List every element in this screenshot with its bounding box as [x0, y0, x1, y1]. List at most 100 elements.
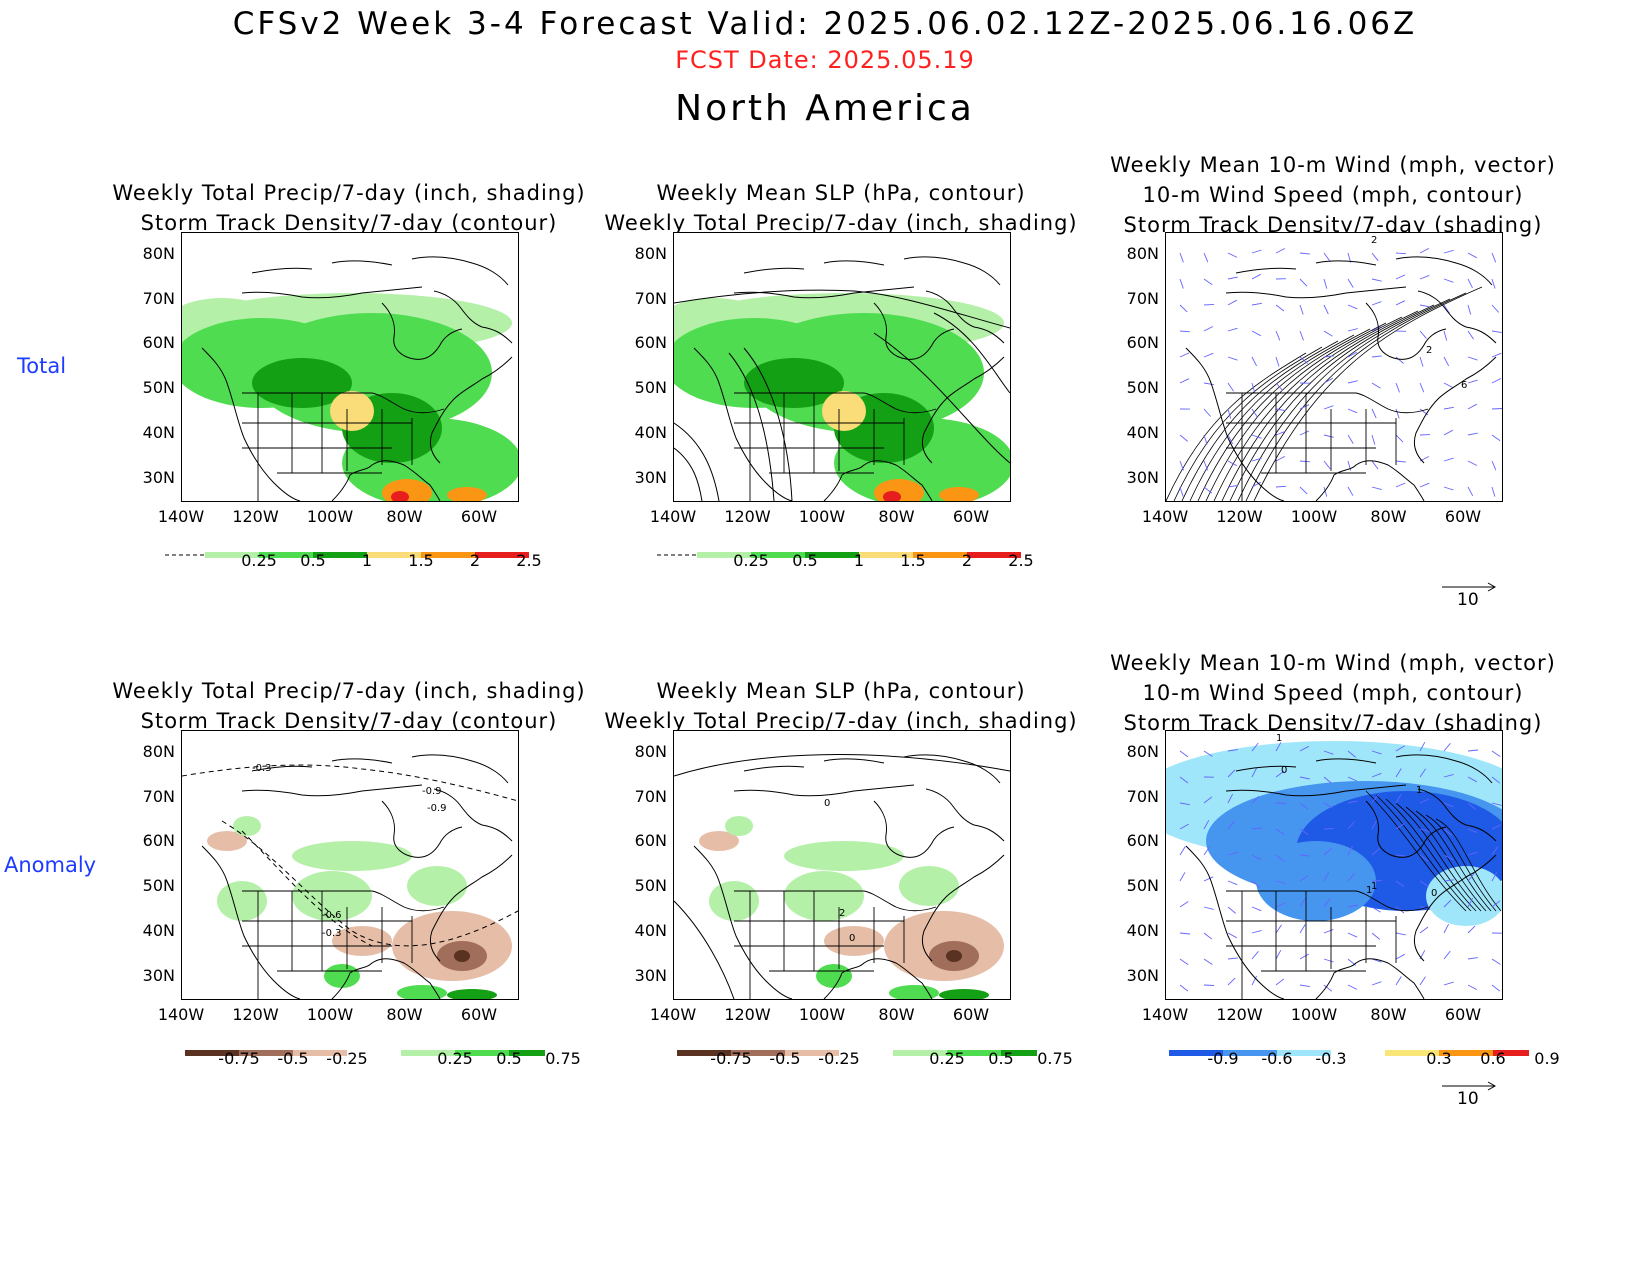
wind-vector — [1443, 950, 1451, 960]
colorbar-label: 0.5 — [496, 1049, 522, 1068]
colorbar-swatch — [751, 552, 805, 558]
wind-vector — [1275, 356, 1280, 367]
state-border — [734, 920, 904, 972]
coastline — [433, 788, 513, 842]
wind-vector — [1275, 485, 1287, 488]
colorbar-swatch — [401, 1050, 455, 1056]
wind-vector — [1419, 768, 1427, 778]
state-border — [1365, 907, 1397, 963]
wind-vector — [1203, 326, 1214, 332]
wind-vector — [1323, 434, 1334, 438]
colorbar-swatch — [1331, 1050, 1385, 1056]
wind-contour — [1395, 802, 1482, 912]
colorbar-swatch — [697, 552, 751, 558]
wind-vector — [1299, 330, 1304, 341]
state-border — [734, 890, 937, 912]
colorbar-swatch — [205, 552, 259, 558]
wind-vector — [1419, 304, 1430, 308]
wind-vector — [1227, 408, 1232, 419]
precip-anom-shade — [899, 866, 959, 906]
colorbar-label: 0.25 — [437, 1049, 473, 1068]
wind-vector — [1443, 249, 1454, 254]
map-canvas: -0.3 -0.9 -0.9 -0.6 -0.3 — [182, 754, 518, 999]
lat-tick-label: 30N — [142, 965, 175, 985]
wind-vector — [1395, 274, 1406, 280]
colorbar-label: 0.5 — [792, 551, 818, 570]
lon-tick-label: 120W — [1216, 1005, 1263, 1024]
wind-vector — [1443, 486, 1454, 491]
vector-reference-label: 10 — [1457, 590, 1479, 610]
wind-vector — [1227, 327, 1238, 332]
wind-vector — [1371, 408, 1377, 419]
coastline — [823, 958, 933, 999]
wind-vector — [1275, 408, 1286, 412]
lon-tick-label: 100W — [306, 507, 354, 526]
wind-vector — [1491, 460, 1497, 471]
wind-vector — [1251, 906, 1262, 912]
wind-vector — [1467, 278, 1473, 289]
colorbar-label: -0.5 — [277, 1049, 309, 1068]
panel-title-line: Weekly Total Precip/7-day (inch, shading… — [112, 181, 586, 205]
lon-tick-label: 80W — [386, 507, 423, 526]
wind-contour — [1166, 352, 1307, 501]
wind-vector — [1347, 408, 1358, 414]
precip-shade — [822, 391, 866, 431]
wind-contour — [1237, 298, 1451, 501]
wind-vector — [1467, 379, 1478, 384]
wind-vector — [1227, 460, 1238, 467]
state-border — [1226, 920, 1396, 972]
wind-vector — [1203, 876, 1214, 882]
wind-vector — [1179, 278, 1184, 289]
wind-vector — [1251, 929, 1262, 934]
wind-vector — [1347, 984, 1358, 990]
panel-title-line: Weekly Total Precip/7-day (inch, shading… — [112, 679, 586, 703]
wind-vector — [1467, 957, 1478, 960]
state-border — [873, 409, 905, 465]
precip-anom-shade — [233, 816, 261, 836]
wind-vector — [1275, 456, 1286, 462]
panel-title-line: 10-m Wind Speed (mph, contour) — [1142, 681, 1524, 705]
wind-vector — [1395, 356, 1404, 364]
wind-vector — [1203, 984, 1215, 986]
wind-vector — [1299, 745, 1310, 752]
wind-vector — [1203, 750, 1213, 757]
state-border — [873, 907, 905, 963]
slp-contour — [873, 312, 1010, 464]
wind-vector — [1395, 794, 1402, 804]
wind-vector — [1347, 380, 1358, 384]
state-border — [734, 392, 937, 414]
precip-shade — [883, 491, 901, 501]
precip-anom-shade — [725, 816, 753, 836]
colorbar-label: 0.75 — [1037, 1049, 1073, 1068]
wind-vector — [1323, 252, 1331, 262]
wind-vector — [1371, 906, 1381, 913]
wind-vector — [1419, 854, 1429, 862]
wind-vector — [1467, 925, 1476, 934]
precip-shade — [391, 491, 409, 501]
wind-vector — [1371, 848, 1380, 856]
precip-anom-shade — [816, 964, 852, 988]
wind-vector — [1179, 823, 1189, 830]
lat-tick-label: 60N — [1126, 333, 1159, 353]
wind-vector — [1275, 330, 1281, 341]
wind-vector — [1227, 434, 1233, 445]
lat-tick-label: 50N — [1126, 876, 1159, 896]
lat-tick-label: 80N — [1126, 742, 1159, 761]
lat-tick-label: 80N — [142, 244, 175, 263]
lon-tick-label: 60W — [460, 507, 498, 526]
colorbar-swatch — [967, 552, 1021, 558]
slp-contour — [728, 347, 793, 501]
colorbar-label: -0.3 — [1315, 1049, 1347, 1068]
precip-shade — [939, 487, 979, 501]
colorbar-label: 1 — [853, 551, 865, 570]
wind-contour — [1197, 328, 1371, 501]
wind-vector — [1467, 460, 1478, 466]
vector-reference-arrow — [1440, 578, 1500, 592]
wind-vector — [1203, 906, 1214, 910]
wind-vector — [1251, 827, 1262, 830]
forecast-date: FCST Date: 2025.05.19 — [675, 46, 975, 74]
wind-vector — [1491, 802, 1502, 806]
colorbar-label: 0.75 — [545, 1049, 581, 1068]
colorbar-label: -0.5 — [769, 1049, 801, 1068]
